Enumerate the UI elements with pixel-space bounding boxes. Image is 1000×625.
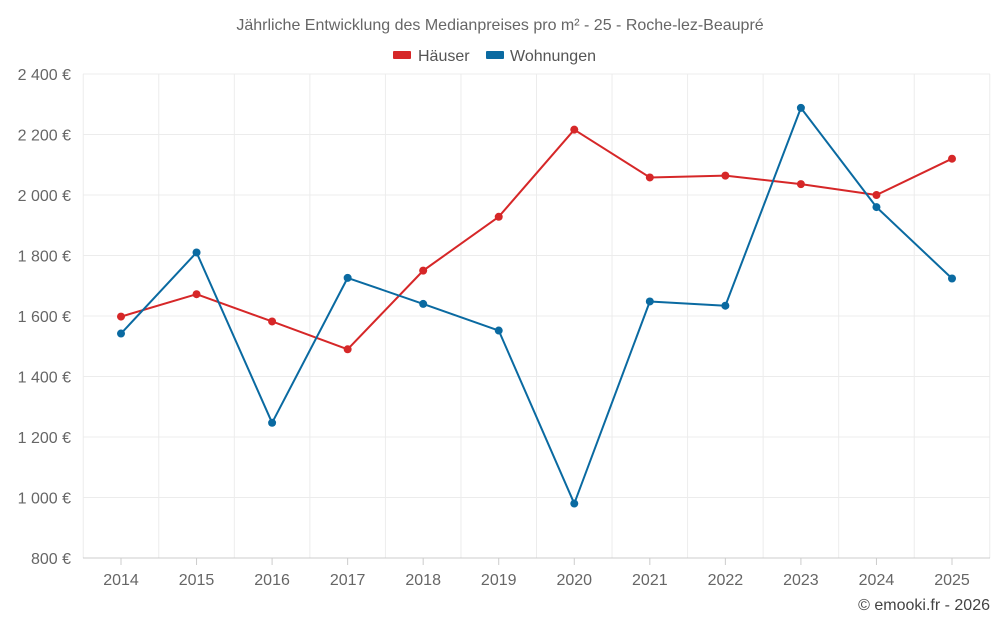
data-point[interactable] (721, 171, 730, 180)
series-haeuser (117, 125, 956, 354)
data-point[interactable] (419, 266, 428, 275)
series-line (120, 128, 953, 351)
data-point[interactable] (872, 191, 881, 199)
y-tick-label: 1 400 € (18, 370, 71, 387)
data-point[interactable] (796, 180, 805, 189)
y-tick-label: 2 000 € (18, 188, 71, 205)
data-point[interactable] (343, 273, 352, 282)
data-point[interactable] (645, 173, 654, 182)
data-point[interactable] (796, 103, 805, 112)
x-tick-label: 2014 (103, 572, 139, 589)
x-tick-label: 2025 (934, 572, 970, 589)
x-tick-label: 2015 (179, 572, 215, 589)
y-tick-label: 800 € (31, 551, 71, 568)
x-tick-label: 2016 (254, 572, 290, 589)
data-point[interactable] (117, 329, 125, 338)
data-point[interactable] (268, 418, 277, 427)
series-line (120, 106, 953, 505)
legend-label: Häuser (418, 48, 470, 65)
axes: 800 € 1 000 € 1 200 € 1 400 € 1 600 € 1 800 €… (18, 67, 990, 589)
data-point[interactable] (343, 345, 352, 354)
x-tick-label: 2021 (632, 572, 668, 589)
data-point[interactable] (494, 212, 503, 221)
y-tick-label: 2 400 € (18, 67, 71, 84)
legend-label: Wohnungen (510, 48, 596, 65)
legend-item-haeuser[interactable]: Häuser (393, 48, 470, 65)
y-tick-label: 1 800 € (18, 249, 71, 266)
data-point[interactable] (268, 317, 277, 326)
data-point[interactable] (494, 326, 503, 335)
y-tick-label: 1 200 € (18, 430, 71, 447)
copyright-footer: © emooki.fr - 2026 (858, 597, 990, 614)
x-tick-label: 2020 (556, 572, 592, 589)
data-point[interactable] (570, 499, 579, 508)
data-point[interactable] (192, 290, 201, 299)
x-tick-label: 2018 (405, 572, 441, 589)
x-tick-label: 2022 (708, 572, 744, 589)
data-point[interactable] (948, 274, 956, 283)
legend-item-wohnungen[interactable]: Wohnungen (486, 48, 596, 65)
data-point[interactable] (872, 203, 881, 212)
data-point[interactable] (948, 154, 956, 163)
x-tick-label: 2017 (330, 572, 366, 589)
x-tick-label: 2024 (859, 572, 895, 589)
series-wohnungen (117, 103, 956, 508)
y-tick-label: 1 000 € (18, 491, 71, 508)
data-point[interactable] (419, 299, 428, 308)
legend: Häuser Wohnungen (393, 48, 596, 65)
y-tick-label: 2 200 € (18, 128, 71, 145)
data-point[interactable] (192, 248, 201, 257)
data-point[interactable] (570, 125, 579, 134)
x-tick-label: 2019 (481, 572, 517, 589)
data-point[interactable] (721, 301, 730, 310)
chart-title: Jährliche Entwicklung des Medianpreises … (236, 17, 763, 34)
data-point[interactable] (117, 312, 125, 321)
series-layer (117, 103, 956, 508)
grid (82, 73, 991, 558)
legend-swatch (486, 51, 504, 59)
data-point[interactable] (645, 297, 654, 306)
y-tick-label: 1 600 € (18, 309, 71, 326)
x-tick-label: 2023 (783, 572, 819, 589)
legend-swatch (393, 51, 411, 59)
